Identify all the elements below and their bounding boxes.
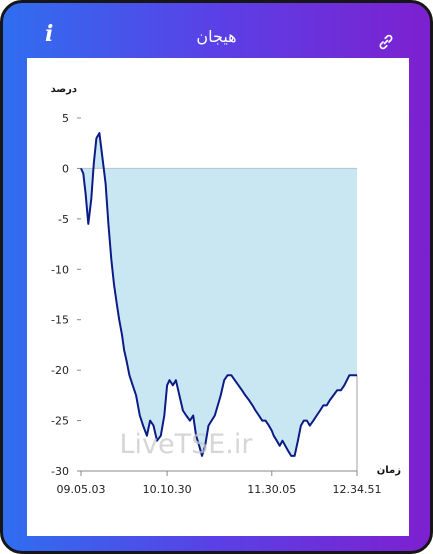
y-tick-label-2: -5 xyxy=(58,213,69,226)
chart: درصد زمان 5 0 -5 -10 -15 -20 -25 -30 09.05.03 10… xyxy=(51,84,402,496)
header-bar: i هیجان xyxy=(3,3,430,58)
page-title: هیجان xyxy=(196,27,237,46)
y-tick-label-1: 0 xyxy=(62,162,69,175)
x-tick-label-2: 11.30.05 xyxy=(247,483,296,496)
y-tick-label-7: -30 xyxy=(51,465,69,478)
link-icon[interactable] xyxy=(377,33,395,51)
y-tick-label-3: -10 xyxy=(51,263,69,276)
y-tick-label-5: -20 xyxy=(51,364,69,377)
y-tick-label-0: 5 xyxy=(62,112,69,125)
series-area xyxy=(81,133,357,456)
y-tick-label-4: -15 xyxy=(51,314,69,327)
x-tick-label-3: 12.34.51 xyxy=(333,483,382,496)
x-axis-label: زمان xyxy=(377,465,401,476)
y-tick-label-6: -25 xyxy=(51,415,69,428)
x-tick-label-1: 10.10.30 xyxy=(143,483,192,496)
info-icon[interactable]: i xyxy=(45,21,54,47)
chart-panel: درصد زمان 5 0 -5 -10 -15 -20 -25 -30 09.05.03 10… xyxy=(27,58,409,536)
y-axis-label: درصد xyxy=(51,84,77,95)
x-tick-label-0: 09.05.03 xyxy=(57,483,106,496)
watermark: LiveTSE.ir xyxy=(119,429,253,460)
series-line xyxy=(80,132,357,457)
